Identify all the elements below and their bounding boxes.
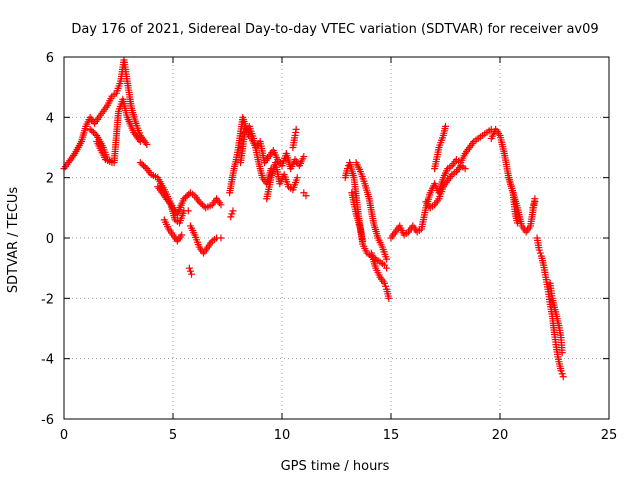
x-tick-label: 0 bbox=[60, 428, 68, 443]
y-tick-label: 4 bbox=[46, 111, 54, 126]
x-tick-label: 15 bbox=[383, 428, 400, 443]
x-tick-label: 5 bbox=[169, 428, 177, 443]
data-point bbox=[188, 270, 196, 278]
data-point bbox=[89, 128, 97, 136]
data-point bbox=[383, 255, 391, 263]
y-axis-label: SDTVAR / TECUs bbox=[6, 187, 21, 294]
data-point bbox=[217, 201, 225, 209]
grid-lines bbox=[64, 57, 609, 419]
y-tick-label: -4 bbox=[41, 353, 54, 368]
data-point bbox=[293, 174, 301, 182]
x-axis-label: GPS time / hours bbox=[281, 459, 390, 474]
data-point bbox=[300, 153, 308, 161]
data-point bbox=[302, 192, 310, 200]
data-point bbox=[143, 140, 151, 148]
data-point bbox=[536, 249, 544, 257]
data-point bbox=[559, 373, 567, 381]
x-tick-label: 10 bbox=[274, 428, 291, 443]
data-point bbox=[138, 160, 146, 168]
data-point bbox=[531, 198, 539, 206]
data-point bbox=[185, 264, 193, 272]
data-point bbox=[535, 246, 543, 254]
data-point bbox=[195, 198, 203, 206]
data-point bbox=[186, 267, 194, 275]
y-tick-label: 2 bbox=[46, 172, 54, 187]
data-point bbox=[557, 367, 565, 375]
data-point bbox=[136, 159, 144, 167]
y-tick-label: 0 bbox=[46, 232, 54, 247]
data-point bbox=[91, 130, 99, 138]
data-point bbox=[217, 234, 225, 242]
data-point bbox=[227, 213, 235, 221]
x-tick-label: 25 bbox=[601, 428, 618, 443]
data-point bbox=[228, 210, 236, 218]
x-tick-label: 20 bbox=[492, 428, 509, 443]
data-point bbox=[141, 163, 149, 171]
data-point bbox=[197, 199, 205, 207]
data-point bbox=[86, 125, 94, 133]
data-point bbox=[558, 370, 566, 378]
data-points bbox=[60, 56, 567, 381]
chart-title: Day 176 of 2021, Sidereal Day-to-day VTE… bbox=[71, 22, 598, 37]
data-point bbox=[513, 219, 521, 227]
data-point bbox=[385, 294, 393, 302]
data-point bbox=[198, 201, 206, 209]
y-tick-label: 6 bbox=[46, 51, 54, 66]
data-point bbox=[178, 231, 186, 239]
data-point bbox=[88, 127, 96, 135]
data-point bbox=[461, 165, 469, 173]
data-point bbox=[108, 159, 116, 167]
data-point bbox=[184, 207, 192, 215]
data-point bbox=[382, 282, 390, 290]
data-point bbox=[383, 264, 391, 272]
data-point bbox=[292, 125, 300, 133]
y-tick-label: -2 bbox=[41, 292, 54, 307]
data-point bbox=[530, 201, 538, 209]
y-tick-label: -6 bbox=[41, 413, 54, 428]
data-point bbox=[182, 193, 190, 201]
data-point bbox=[183, 192, 191, 200]
data-point bbox=[359, 237, 367, 245]
data-point bbox=[442, 122, 449, 130]
data-point bbox=[529, 204, 537, 212]
data-point bbox=[380, 279, 388, 287]
data-point bbox=[229, 207, 237, 215]
data-point bbox=[140, 162, 148, 170]
data-point bbox=[136, 137, 144, 145]
data-point bbox=[180, 195, 188, 203]
data-point bbox=[558, 349, 566, 357]
axis-ticks: 0 5 10 15 20 25 -6 -4 -2 0 2 4 6 bbox=[41, 51, 617, 443]
